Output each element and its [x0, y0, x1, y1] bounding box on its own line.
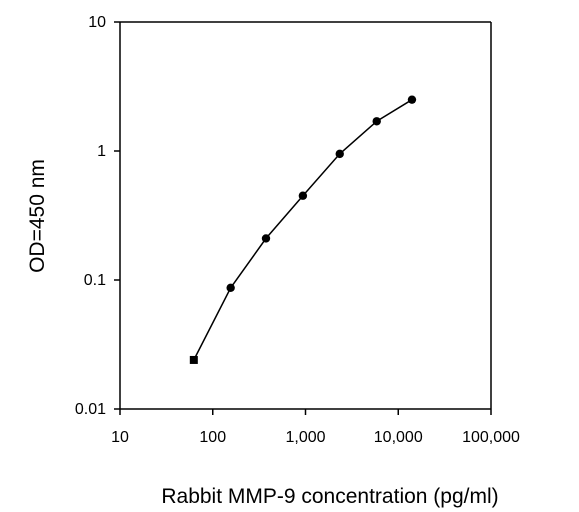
y-tick-label: 1	[97, 143, 106, 160]
x-tick-label: 100	[199, 429, 226, 446]
x-axis: 10 100 1,000 10,000 100,000	[111, 409, 520, 446]
x-tick-label: 10	[111, 429, 129, 446]
data-point	[189, 355, 198, 364]
series-group	[189, 95, 417, 364]
data-point	[261, 234, 271, 243]
series-line	[193, 99, 413, 361]
y-tick-label: 0.01	[75, 401, 106, 418]
y-tick-label: 10	[88, 14, 106, 31]
data-point	[298, 191, 308, 200]
x-tick-label: 100,000	[462, 429, 520, 446]
x-tick-label: 10,000	[374, 429, 423, 446]
data-point	[335, 149, 344, 159]
x-axis-title: Rabbit MMP-9 concentration (pg/ml)	[161, 485, 498, 508]
y-axis: 0.01 0.1 1 10	[75, 14, 120, 418]
plot-frame	[119, 21, 492, 410]
data-point	[226, 283, 235, 293]
y-axis-title: OD=450 nm	[26, 159, 49, 273]
y-tick-label: 0.1	[84, 272, 106, 289]
data-point	[407, 95, 417, 104]
data-point	[372, 117, 381, 126]
x-tick-label: 1,000	[285, 429, 325, 446]
